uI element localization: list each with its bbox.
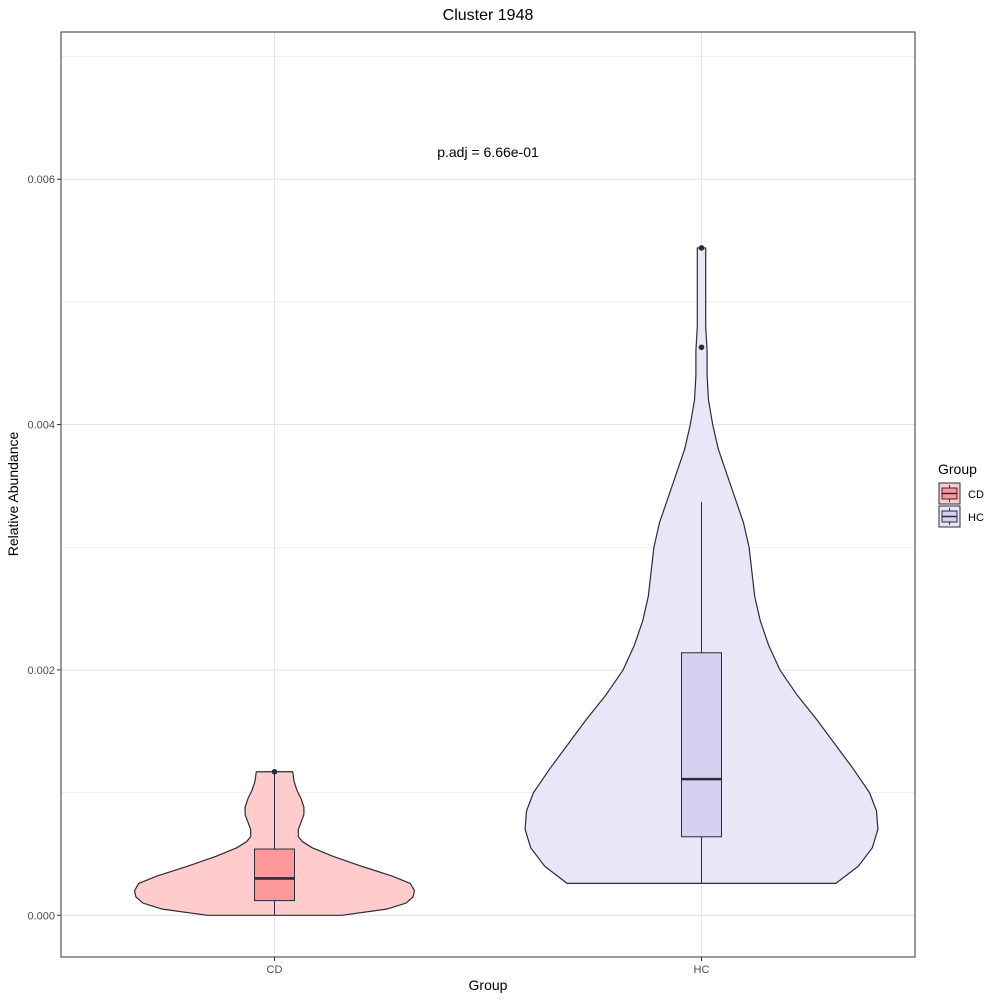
x-tick-label: CD — [267, 964, 283, 976]
panel-border — [60, 31, 916, 958]
p-adj-annotation: p.adj = 6.66e-01 — [437, 144, 539, 160]
outlier-point-hc — [698, 344, 705, 351]
x-tick-label: HC — [694, 964, 710, 976]
legend-label: HC — [968, 512, 984, 524]
y-tick-label: 0.002 — [27, 665, 55, 677]
panel-frame — [60, 31, 916, 958]
y-tick-label: 0.000 — [27, 910, 55, 922]
box-cd — [254, 848, 295, 902]
y-axis-title: Relative Abundance — [5, 432, 21, 557]
outlier-point-hc — [698, 245, 705, 251]
outlier-point-cd — [271, 768, 278, 775]
outlier-points — [271, 245, 705, 775]
chart-title: Cluster 1948 — [443, 7, 534, 24]
y-tick-label: 0.004 — [27, 420, 55, 432]
legend-label: CD — [968, 489, 984, 501]
legend: Group CD HC — [938, 461, 984, 528]
boxplots — [254, 501, 722, 916]
box-hc — [681, 652, 722, 838]
legend-title: Group — [938, 461, 977, 477]
legend-key-hc: HC — [938, 505, 984, 528]
axis-ticks: 0.000 0.002 0.004 0.006 CD HC — [27, 174, 709, 976]
y-tick-label: 0.006 — [27, 174, 55, 186]
x-axis-title: Group — [469, 977, 508, 993]
legend-key-cd: CD — [938, 482, 984, 505]
